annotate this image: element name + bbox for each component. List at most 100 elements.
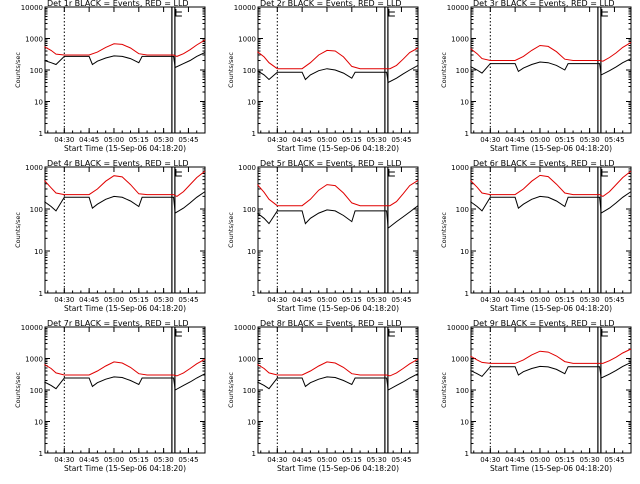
y-tick-label: 1 <box>39 290 43 298</box>
x-tick-label: 05:30 <box>154 296 174 304</box>
x-axis-label: Start Time (15-Sep-06 04:18:20) <box>277 144 399 153</box>
y-tick-label: 1 <box>252 130 256 138</box>
y-tick-label: 1000 <box>451 164 469 172</box>
event-bracket <box>388 329 395 337</box>
y-tick-label: 100 <box>456 387 469 395</box>
series-line-events <box>470 361 632 379</box>
x-tick-label: 04:30 <box>267 296 287 304</box>
y-tick-label: 100 <box>243 206 256 214</box>
x-tick-label: 04:30 <box>267 136 287 144</box>
y-tick-label: 1000 <box>25 356 43 364</box>
y-tick-label: 10 <box>460 248 469 256</box>
y-tick-label: 10 <box>460 99 469 107</box>
series-line-events <box>44 52 206 69</box>
x-tick-label: 05:15 <box>555 136 575 144</box>
chart-panel-6: Det 6r BLACK = Events, RED = LLD 1 10 100 10… <box>440 159 632 313</box>
event-bracket <box>601 9 608 17</box>
y-tick-label: 1 <box>39 130 43 138</box>
y-tick-label: 10000 <box>447 4 469 12</box>
y-axis-label: Counts/sec <box>227 372 235 408</box>
x-tick-label: 05:00 <box>317 456 337 464</box>
x-tick-label: 05:00 <box>317 136 337 144</box>
x-tick-label: 04:30 <box>267 456 287 464</box>
chart-title: Det 3r BLACK = Events, RED = LLD <box>473 0 615 8</box>
y-tick-label: 1 <box>252 450 256 458</box>
x-tick-label: 05:00 <box>530 136 550 144</box>
x-tick-label: 05:15 <box>129 296 149 304</box>
y-tick-label: 1000 <box>238 164 256 172</box>
series-line-lld <box>44 170 206 197</box>
chart-panel-4: Det 4r BLACK = Events, RED = LLD 1 10 100 10… <box>14 159 206 313</box>
y-axis-label: Counts/sec <box>14 212 22 248</box>
series-line-lld <box>44 39 206 57</box>
plot-frame <box>44 326 206 454</box>
x-tick-label: 05:45 <box>604 296 624 304</box>
chart-title: Det 4r BLACK = Events, RED = LLD <box>47 159 189 168</box>
x-tick-label: 05:30 <box>367 136 387 144</box>
y-tick-label: 100 <box>30 387 43 395</box>
x-tick-label: 05:45 <box>604 456 624 464</box>
x-tick-label: 04:45 <box>505 296 525 304</box>
series-line-lld <box>470 170 632 197</box>
y-tick-label: 1000 <box>25 164 43 172</box>
x-axis-label: Start Time (15-Sep-06 04:18:20) <box>64 144 186 153</box>
x-tick-label: 04:45 <box>79 136 99 144</box>
chart-title: Det 6r BLACK = Events, RED = LLD <box>473 159 615 168</box>
x-tick-label: 04:45 <box>505 136 525 144</box>
x-tick-label: 05:15 <box>342 136 362 144</box>
x-tick-label: 04:45 <box>292 296 312 304</box>
y-tick-label: 10 <box>247 248 256 256</box>
x-tick-label: 04:30 <box>480 456 500 464</box>
plot-frame <box>257 166 419 294</box>
x-tick-label: 05:30 <box>367 296 387 304</box>
x-tick-label: 05:45 <box>391 456 411 464</box>
x-tick-label: 04:30 <box>480 296 500 304</box>
y-tick-label: 1 <box>465 450 469 458</box>
series-line-lld <box>257 47 419 70</box>
series-line-lld <box>44 358 206 377</box>
series-line-events <box>257 205 419 230</box>
series-line-lld <box>257 358 419 377</box>
x-tick-label: 05:00 <box>104 296 124 304</box>
x-axis-label: Start Time (15-Sep-06 04:18:20) <box>490 304 612 313</box>
y-axis-label: Counts/sec <box>227 212 235 248</box>
series-line-events <box>44 191 206 214</box>
x-tick-label: 05:15 <box>129 136 149 144</box>
chart-panel-7: Det 7r BLACK = Events, RED = LLD 1 10 100 10… <box>14 319 206 473</box>
plot-frame <box>257 6 419 134</box>
x-tick-label: 05:15 <box>555 456 575 464</box>
chart-title: Det 7r BLACK = Events, RED = LLD <box>47 319 189 328</box>
x-tick-label: 05:15 <box>342 296 362 304</box>
y-tick-label: 10 <box>460 419 469 427</box>
event-bracket <box>388 9 395 17</box>
x-tick-label: 05:00 <box>530 456 550 464</box>
plot-frame <box>470 166 632 294</box>
x-tick-label: 04:30 <box>54 456 74 464</box>
y-tick-label: 10 <box>247 99 256 107</box>
y-axis-label: Counts/sec <box>440 372 448 408</box>
y-axis-label: Counts/sec <box>227 52 235 88</box>
series-line-lld <box>470 41 632 62</box>
x-tick-label: 04:45 <box>79 456 99 464</box>
event-bracket <box>175 329 182 337</box>
y-tick-label: 10000 <box>21 4 43 12</box>
plot-frame <box>44 166 206 294</box>
y-tick-label: 1 <box>465 130 469 138</box>
y-tick-label: 10 <box>247 419 256 427</box>
y-axis-label: Counts/sec <box>440 212 448 248</box>
y-tick-label: 1000 <box>238 36 256 44</box>
chart-title: Det 1r BLACK = Events, RED = LLD <box>47 0 189 8</box>
series-line-events <box>44 373 206 391</box>
x-tick-label: 05:00 <box>530 296 550 304</box>
y-tick-label: 10000 <box>234 324 256 332</box>
x-axis-label: Start Time (15-Sep-06 04:18:20) <box>277 304 399 313</box>
y-tick-label: 100 <box>30 206 43 214</box>
y-axis-label: Counts/sec <box>14 52 22 88</box>
x-tick-label: 05:45 <box>178 296 198 304</box>
series-line-events <box>470 58 632 76</box>
y-tick-label: 1000 <box>238 356 256 364</box>
x-tick-label: 05:30 <box>154 136 174 144</box>
x-tick-label: 05:45 <box>391 296 411 304</box>
y-tick-label: 1 <box>465 290 469 298</box>
